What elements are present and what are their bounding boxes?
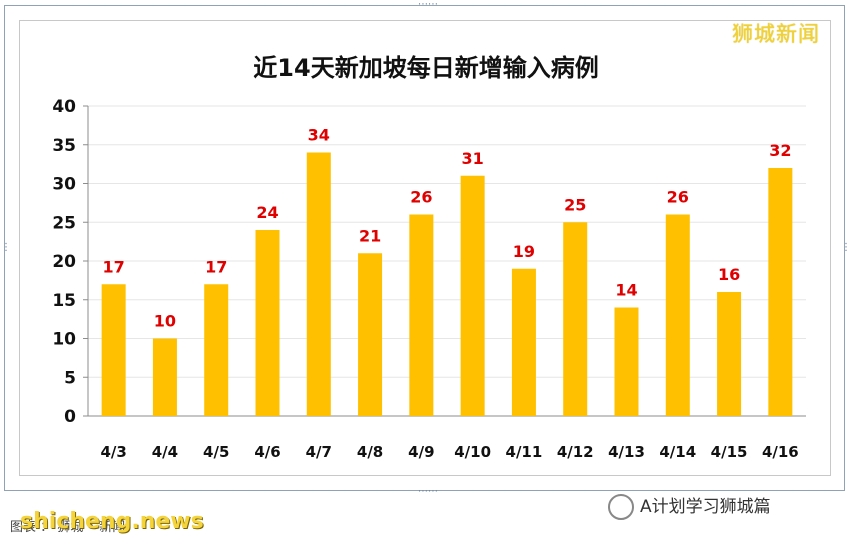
bar bbox=[614, 307, 639, 416]
data-label: 10 bbox=[154, 312, 176, 331]
brand-logo: 狮城新闻 bbox=[732, 22, 820, 46]
site-watermark: shicheng.news bbox=[20, 509, 204, 534]
y-tick-label: 0 bbox=[64, 407, 76, 427]
x-tick-label: 4/13 bbox=[608, 443, 645, 461]
data-label: 17 bbox=[103, 257, 125, 276]
data-label: 26 bbox=[410, 188, 432, 207]
data-label: 14 bbox=[615, 281, 637, 300]
y-tick-label: 30 bbox=[52, 175, 76, 195]
y-tick-label: 15 bbox=[52, 291, 76, 311]
bar bbox=[152, 338, 177, 416]
x-tick-label: 4/5 bbox=[203, 443, 229, 461]
resize-handle-bottom[interactable]: ⋯⋯ bbox=[418, 486, 438, 497]
bar bbox=[358, 253, 383, 416]
x-tick-label: 4/9 bbox=[408, 443, 434, 461]
x-tick-label: 4/14 bbox=[659, 443, 696, 461]
bars bbox=[101, 152, 793, 416]
bar bbox=[768, 168, 793, 416]
chart-title: 近14天新加坡每日新增输入病例 bbox=[253, 54, 599, 82]
bar bbox=[306, 152, 331, 416]
x-tick-label: 4/10 bbox=[454, 443, 491, 461]
x-tick-label: 4/3 bbox=[100, 443, 126, 461]
data-label: 31 bbox=[462, 149, 484, 168]
data-labels: 17 10 17 24 34 21 26 31 19 25 14 26 16 32 bbox=[103, 126, 792, 331]
bar bbox=[511, 268, 536, 416]
bar bbox=[717, 292, 742, 416]
resize-handle-left[interactable]: ⋮ bbox=[1, 242, 11, 253]
data-label: 19 bbox=[513, 242, 535, 261]
x-tick-label: 4/4 bbox=[152, 443, 178, 461]
x-tick-label: 4/15 bbox=[711, 443, 748, 461]
watermark-text: A计划学习狮城篇 bbox=[640, 497, 771, 517]
y-tick-label: 35 bbox=[52, 136, 76, 156]
x-tick-label: 4/11 bbox=[506, 443, 543, 461]
bar bbox=[255, 230, 280, 416]
wechat-icon bbox=[608, 494, 634, 520]
chart-source-note: 图表 ： 狮城 • 新闻 bbox=[10, 520, 126, 535]
data-label: 25 bbox=[564, 195, 586, 214]
data-label: 21 bbox=[359, 226, 381, 245]
bar bbox=[665, 214, 690, 416]
bar bbox=[204, 284, 229, 416]
x-tick-label: 4/7 bbox=[306, 443, 332, 461]
data-label: 26 bbox=[667, 188, 689, 207]
bar bbox=[460, 175, 485, 416]
data-label: 34 bbox=[308, 126, 330, 145]
x-tick-labels: 4/3 4/4 4/5 4/6 4/7 4/8 4/9 4/10 4/11 4/12 4/13 4/1… bbox=[100, 443, 798, 461]
wechat-watermark: A计划学习狮城篇 bbox=[608, 492, 771, 520]
y-tick-label: 10 bbox=[52, 330, 76, 350]
data-label: 16 bbox=[718, 265, 740, 284]
data-label: 32 bbox=[769, 141, 791, 160]
bar bbox=[409, 214, 434, 416]
y-tick-label: 5 bbox=[64, 368, 76, 388]
gridlines bbox=[88, 105, 806, 378]
x-tick-label: 4/6 bbox=[254, 443, 280, 461]
x-tick-label: 4/12 bbox=[557, 443, 594, 461]
data-label: 24 bbox=[256, 203, 278, 222]
y-tick-label: 40 bbox=[52, 97, 76, 117]
resize-handle-top[interactable]: ⋯⋯ bbox=[418, 0, 438, 10]
resize-handle-right[interactable]: ⋮ bbox=[841, 242, 851, 253]
bar bbox=[101, 284, 126, 416]
y-tick-label: 20 bbox=[52, 252, 76, 272]
data-label: 17 bbox=[205, 257, 227, 276]
y-tick-labels: 0 5 10 15 20 25 30 35 40 bbox=[52, 97, 76, 427]
x-tick-label: 4/16 bbox=[762, 443, 799, 461]
y-tick-label: 25 bbox=[52, 213, 76, 233]
bar bbox=[563, 222, 588, 416]
x-tick-label: 4/8 bbox=[357, 443, 383, 461]
